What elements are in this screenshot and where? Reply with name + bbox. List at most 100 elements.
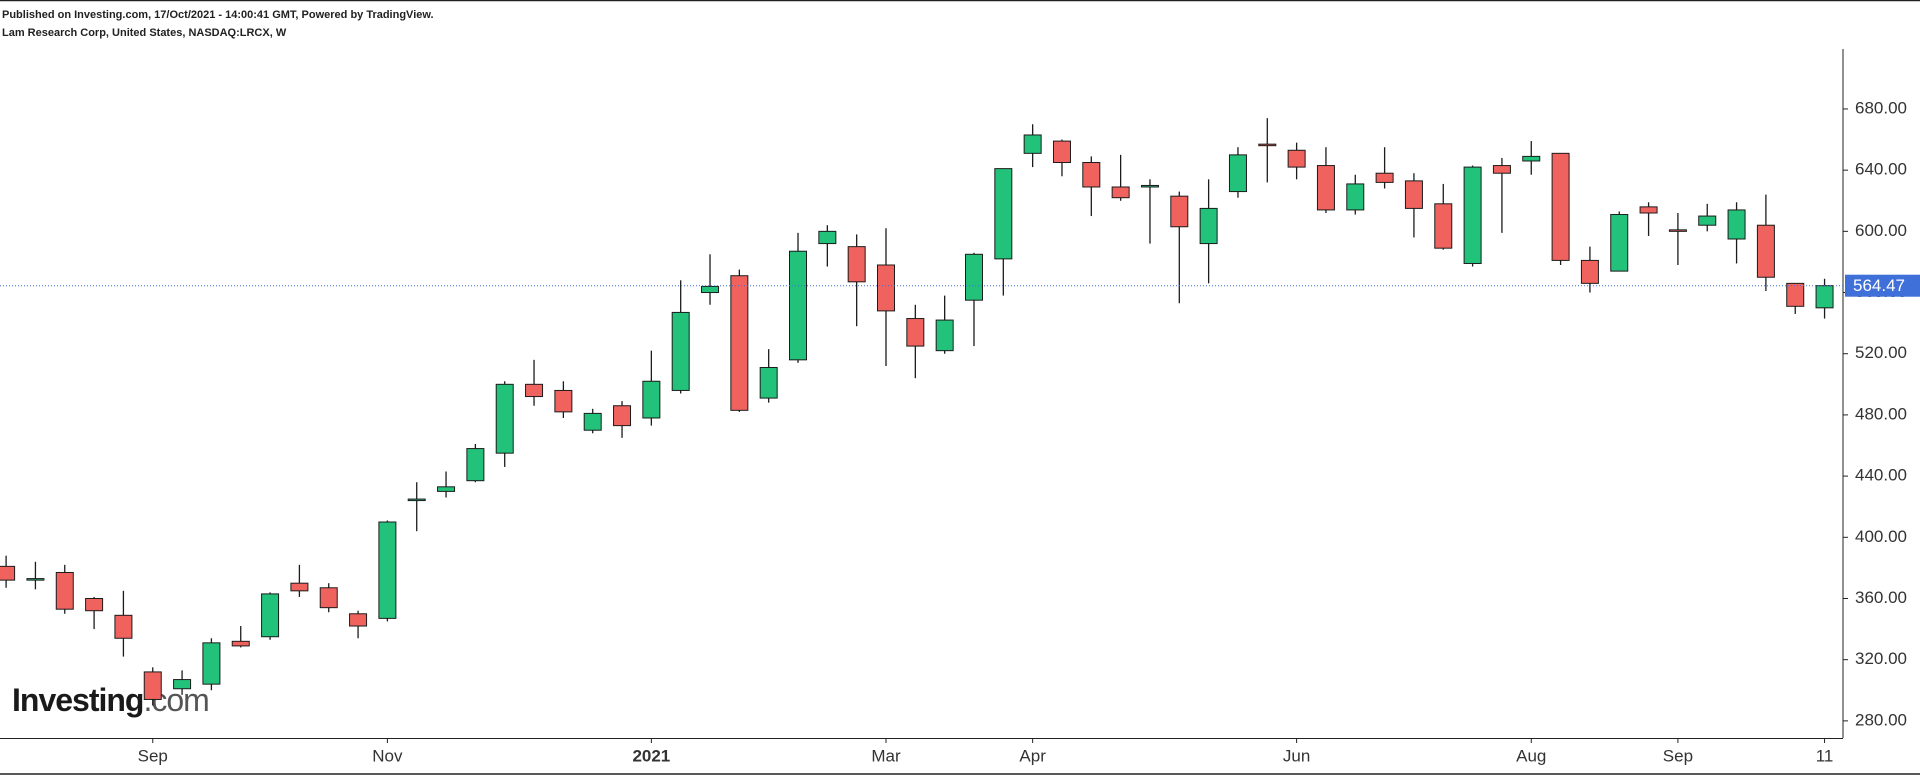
- candle-body: [1786, 282, 1805, 307]
- candle: [1551, 152, 1570, 266]
- candle-body: [847, 246, 866, 283]
- candle: [613, 401, 632, 438]
- candle-body: [1170, 195, 1189, 228]
- candle-body: [349, 613, 368, 627]
- candle-body: [319, 587, 338, 609]
- x-tick-label: Jun: [1283, 746, 1310, 765]
- candle-body: [378, 521, 397, 619]
- candle-body: [1580, 259, 1599, 284]
- candle-body: [407, 498, 426, 502]
- candle: [583, 408, 602, 434]
- candle-body: [1756, 224, 1775, 278]
- x-tick-label: Nov: [372, 746, 403, 765]
- candle-body: [1199, 207, 1218, 245]
- candle-body: [261, 593, 280, 638]
- candle: [202, 638, 221, 691]
- candle: [1786, 282, 1805, 314]
- candle: [1727, 202, 1746, 264]
- logo: Investing.com: [12, 682, 209, 718]
- candle-body: [202, 642, 221, 685]
- candle-body: [1522, 155, 1541, 162]
- candle: [1375, 147, 1394, 189]
- candle-body: [701, 285, 720, 294]
- candle-body: [613, 405, 632, 427]
- candle: [290, 564, 309, 597]
- candle: [759, 349, 778, 403]
- candle-body: [1404, 180, 1423, 209]
- candle-body: [642, 380, 661, 419]
- candle: [407, 482, 426, 532]
- candle-body: [1228, 154, 1247, 193]
- candle: [1346, 174, 1365, 215]
- candle-body: [1815, 285, 1834, 309]
- candle: [1580, 246, 1599, 293]
- candle-body: [994, 168, 1013, 260]
- candle: [935, 295, 954, 354]
- candle: [1463, 165, 1482, 267]
- candle: [1492, 157, 1511, 233]
- candle: [1639, 202, 1658, 236]
- candle-body: [114, 614, 133, 639]
- candle-body: [1434, 203, 1453, 249]
- y-tick-label: 520.00: [1855, 343, 1907, 362]
- candle-body: [1727, 209, 1746, 240]
- candle: [319, 583, 338, 613]
- candle-body: [789, 250, 808, 361]
- y-tick-label: 480.00: [1855, 404, 1907, 423]
- candle: [1023, 124, 1042, 168]
- candle: [55, 564, 74, 614]
- candle-body: [143, 671, 162, 700]
- candle: [818, 225, 837, 267]
- candle: [1170, 191, 1189, 304]
- candle: [730, 269, 749, 412]
- candle: [671, 280, 690, 394]
- x-tick-label: 2021: [632, 746, 670, 765]
- candle: [26, 561, 45, 590]
- candle-body: [935, 319, 954, 352]
- y-tick-label: 360.00: [1855, 588, 1907, 607]
- candle: [466, 443, 485, 483]
- candle-body: [1023, 134, 1042, 154]
- candle: [701, 254, 720, 305]
- candle-body: [1287, 149, 1306, 168]
- y-tick-label: 640.00: [1855, 160, 1907, 179]
- x-tick-label: Mar: [871, 746, 901, 765]
- candle: [1434, 183, 1453, 250]
- candle: [437, 471, 456, 498]
- candle-body: [964, 253, 983, 301]
- candle: [1199, 179, 1218, 284]
- y-tick-label: 600.00: [1855, 221, 1907, 240]
- x-tick-label: Aug: [1516, 746, 1546, 765]
- candle-body: [1346, 183, 1365, 211]
- candle-body: [231, 640, 250, 647]
- last-price-label: 564.47: [1853, 276, 1905, 295]
- candle: [1815, 278, 1834, 319]
- candle: [1228, 147, 1247, 198]
- candle: [1698, 203, 1717, 232]
- candle-body: [1668, 229, 1687, 232]
- candle: [173, 670, 192, 695]
- candle-body: [466, 448, 485, 482]
- candle: [143, 667, 162, 706]
- candle: [1522, 141, 1541, 175]
- candle: [1316, 147, 1335, 213]
- candle: [789, 232, 808, 363]
- candle: [231, 626, 250, 648]
- candle: [1404, 173, 1423, 238]
- candle-body: [173, 679, 192, 690]
- candle: [906, 304, 925, 379]
- chart-header: Published on Investing.com, 17/Oct/2021 …: [2, 9, 434, 21]
- candle: [994, 168, 1013, 296]
- candle: [378, 520, 397, 622]
- y-tick-label: 680.00: [1855, 98, 1907, 117]
- candle: [114, 590, 133, 657]
- candle-body: [1111, 186, 1130, 199]
- y-tick-label: 280.00: [1855, 710, 1907, 729]
- candle-body: [437, 486, 456, 492]
- y-tick-label: 400.00: [1855, 527, 1907, 546]
- candle-body: [26, 578, 45, 581]
- candle: [1111, 154, 1130, 201]
- chart-title: Lam Research Corp, United States, NASDAQ…: [2, 27, 287, 39]
- candle: [1668, 212, 1687, 266]
